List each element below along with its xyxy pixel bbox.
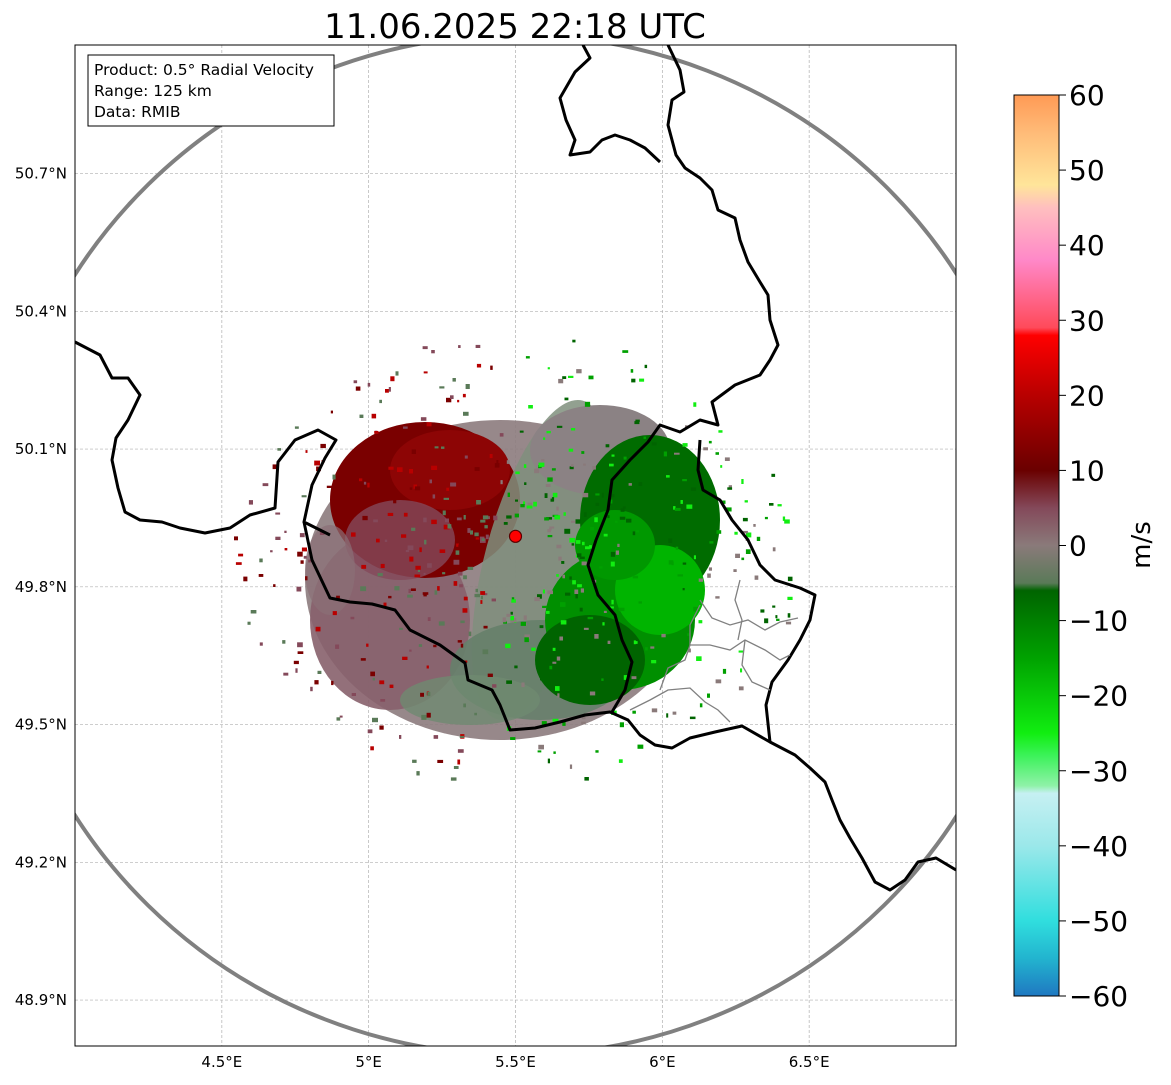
lat-tick-label: 50.7°N (15, 165, 67, 183)
map-frame (74, 44, 957, 1047)
lat-tick-label: 49.5°N (15, 716, 67, 734)
colorbar-tick-label: −30 (1069, 755, 1128, 788)
colorbar-tick-label: 0 (1069, 530, 1087, 563)
admin-borders (629, 579, 799, 723)
longitude-tick-labels: 4.5°E 5°E 5.5°E 6°E 6.5°E (201, 1053, 829, 1071)
radar-site-marker[interactable] (508, 529, 523, 543)
info-product: Product: 0.5° Radial Velocity (94, 61, 314, 79)
lon-tick-label: 5°E (355, 1053, 382, 1071)
lat-tick-label: 50.1°N (15, 440, 67, 458)
colorbar-tick-label: −20 (1069, 680, 1128, 713)
colorbar-tick-label: 30 (1069, 304, 1105, 337)
colorbar-tick-label: 60 (1069, 79, 1105, 112)
colorbar-gradient (1013, 94, 1060, 997)
latitude-tick-labels: 50.7°N 50.4°N 50.1°N 49.8°N 49.5°N 49.2°N 48.9… (15, 165, 67, 1010)
colorbar-tick-label: 10 (1069, 454, 1105, 487)
lat-tick-label: 48.9°N (15, 991, 67, 1009)
colorbar-tick-label: −40 (1069, 830, 1128, 863)
colorbar-tick-label: −10 (1069, 605, 1128, 638)
colorbar-tick-label: −50 (1069, 905, 1128, 938)
colorbar-tick-label: −60 (1069, 980, 1128, 1013)
info-data: Data: RMIB (94, 103, 181, 121)
colorbar: 60 50 40 30 20 10 0 −10 −20 −30 −40 −50 −60 m/s (1013, 79, 1157, 1013)
lat-tick-label: 50.4°N (15, 302, 67, 320)
lon-tick-label: 6°E (649, 1053, 676, 1071)
lat-tick-label: 49.2°N (15, 853, 67, 871)
map-title: 11.06.2025 22:18 UTC (324, 7, 706, 47)
colorbar-tick-label: 50 (1069, 154, 1105, 187)
map-area[interactable]: Product: 0.5° Radial Velocity Range: 125… (0, 35, 1036, 1055)
colorbar-tick-label: 20 (1069, 379, 1105, 412)
lon-tick-label: 6.5°E (789, 1053, 830, 1071)
velocity-echo (234, 339, 793, 781)
colorbar-tick-label: 40 (1069, 229, 1105, 262)
colorbar-label: m/s (1127, 521, 1157, 569)
colorbar-ticks: 60 50 40 30 20 10 0 −10 −20 −30 −40 −50 −60 (1059, 79, 1128, 1013)
lat-tick-label: 49.8°N (15, 578, 67, 596)
lon-tick-label: 5.5°E (495, 1053, 536, 1071)
info-box: Product: 0.5° Radial Velocity Range: 125… (87, 54, 335, 127)
country-borders (75, 45, 956, 892)
lon-tick-label: 4.5°E (201, 1053, 242, 1071)
info-range: Range: 125 km (94, 82, 212, 100)
